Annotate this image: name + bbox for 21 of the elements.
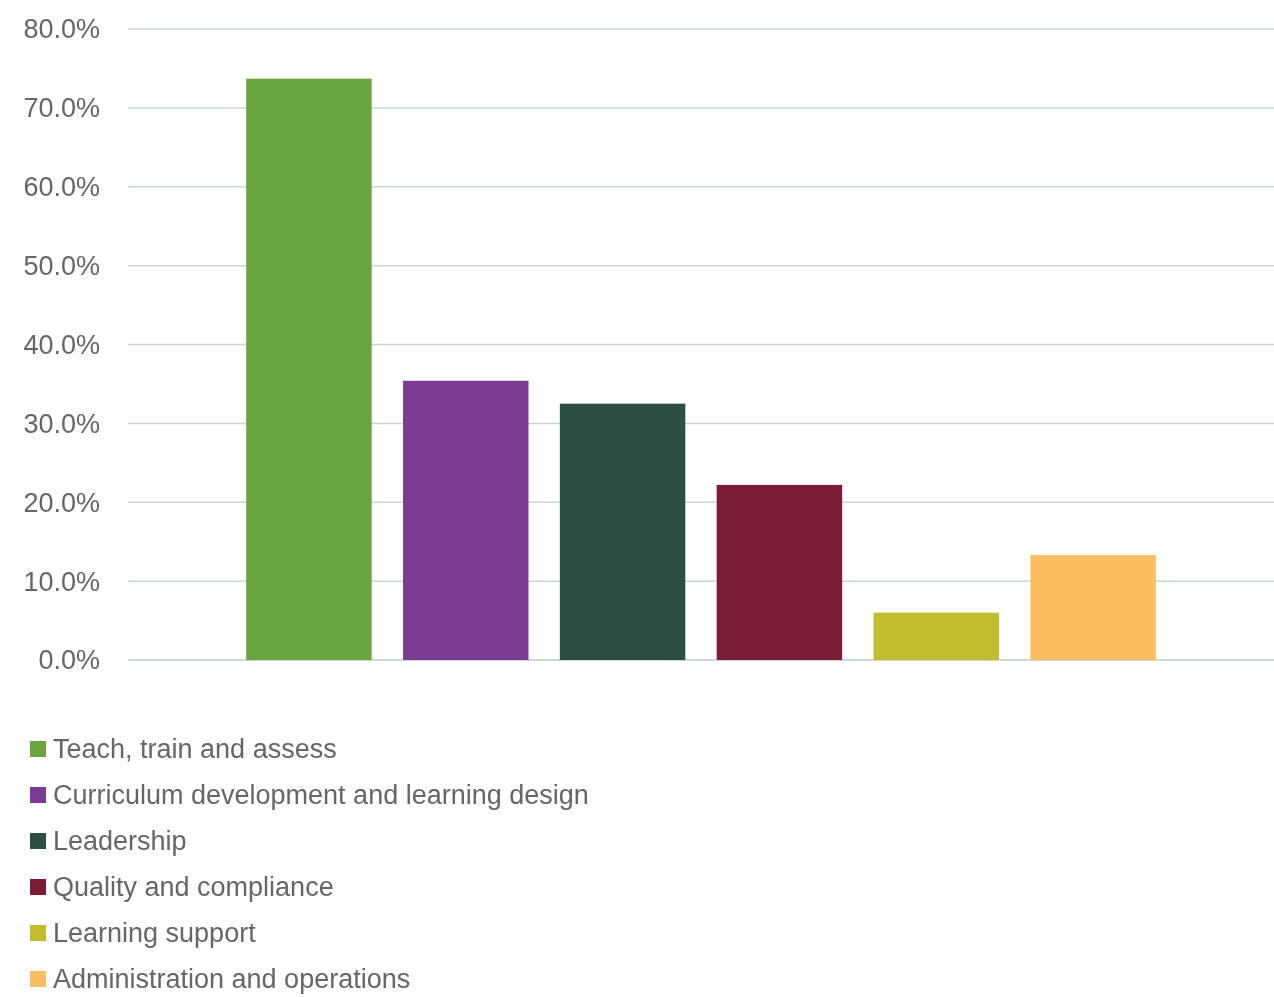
bar — [559, 403, 686, 660]
y-tick-label: 50.0% — [23, 251, 100, 282]
y-tick-label: 40.0% — [23, 329, 100, 360]
bar — [873, 612, 999, 660]
y-tick-label: 20.0% — [23, 487, 100, 518]
legend-label: Quality and compliance — [53, 872, 334, 903]
legend-label: Teach, train and assess — [53, 734, 337, 765]
legend-label: Learning support — [53, 918, 257, 949]
y-tick-label: 80.0% — [23, 14, 100, 45]
bar — [1030, 555, 1156, 660]
y-tick-label: 30.0% — [23, 408, 100, 439]
bar — [246, 78, 372, 660]
y-tick-label: 70.0% — [23, 93, 100, 124]
legend-label: Leadership — [53, 826, 187, 857]
legend-label: Curriculum development and learning design — [53, 780, 589, 811]
y-tick-label: 60.0% — [23, 172, 100, 203]
legend-label: Administration and operations — [53, 964, 411, 995]
y-tick-label: 10.0% — [23, 566, 100, 597]
bar — [716, 484, 843, 660]
bar — [403, 380, 529, 660]
y-tick-label: 0.0% — [38, 645, 100, 676]
